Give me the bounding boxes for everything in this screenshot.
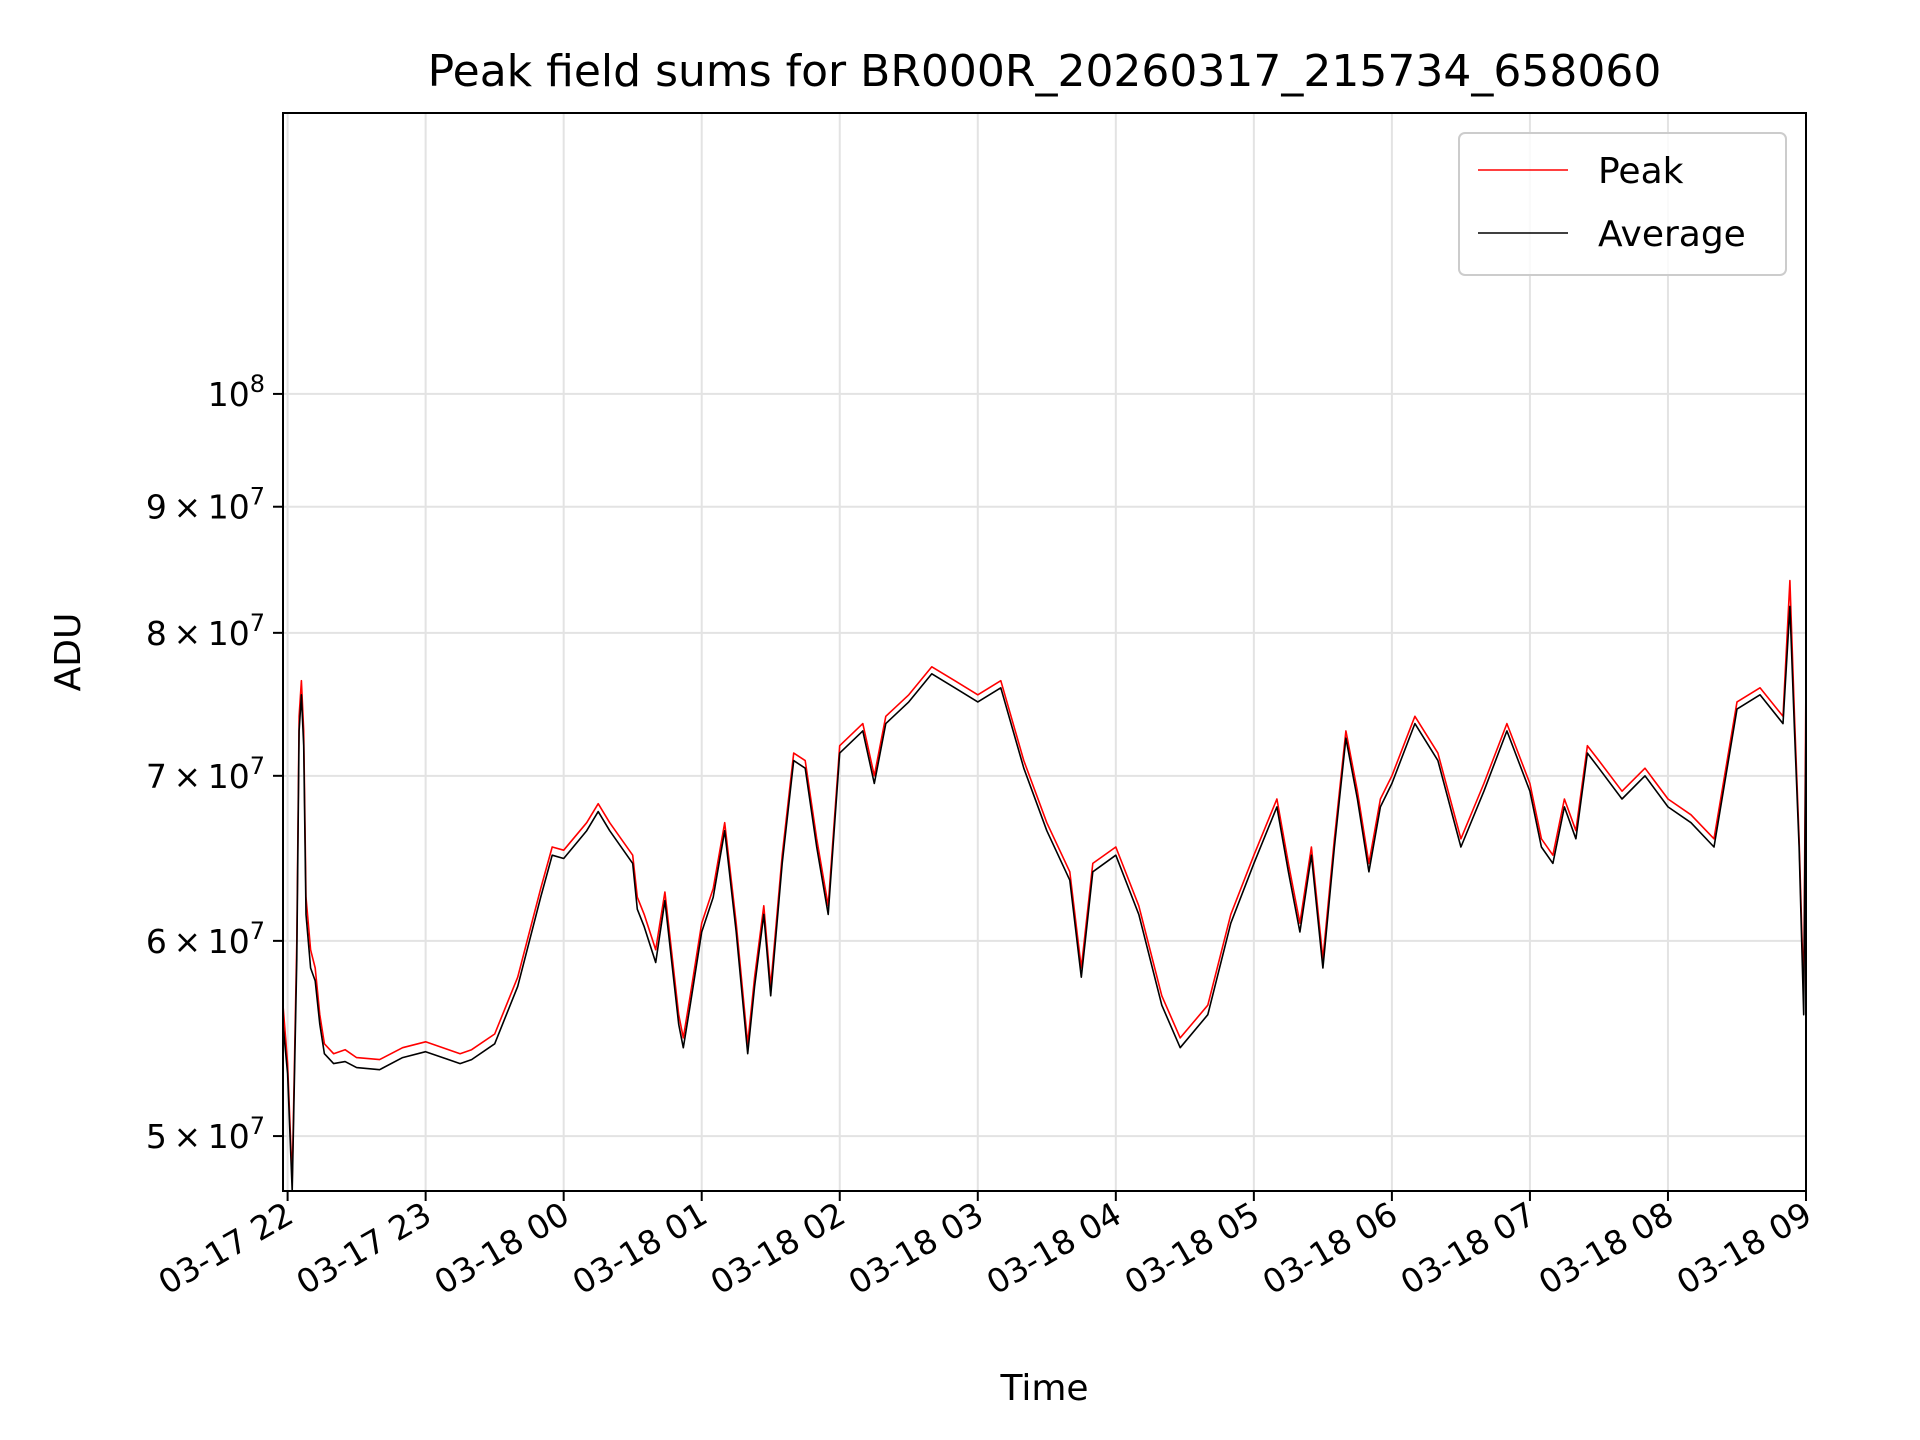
y-tick-label: 108: [208, 370, 265, 414]
legend-label-average: Average: [1598, 214, 1746, 255]
x-axis-label: Time: [999, 1368, 1088, 1409]
chart-title: Peak field sums for BR000R_20260317_2157…: [428, 46, 1662, 97]
legend-box: [1458, 132, 1787, 276]
y-tick-label: 9 × 107: [146, 483, 265, 527]
y-tick-label: 5 × 107: [146, 1112, 265, 1156]
y-axis-label: ADU: [48, 613, 89, 692]
plot-frame: [282, 112, 1807, 1192]
series-layer: [282, 579, 1807, 1192]
series-line-peak: [282, 579, 1807, 1181]
series-line-average: [282, 605, 1807, 1192]
legend-label-peak: Peak: [1598, 151, 1684, 192]
y-axis: 5 × 107 6 × 107 7 × 107 8 × 107 9 × 107 108: [146, 370, 283, 1156]
grid: [283, 113, 1807, 1191]
legend: Peak Average: [1458, 132, 1787, 276]
y-tick-label: 8 × 107: [146, 609, 265, 653]
y-tick-label: 6 × 107: [146, 917, 265, 961]
y-tick-label: 7 × 107: [146, 752, 265, 796]
